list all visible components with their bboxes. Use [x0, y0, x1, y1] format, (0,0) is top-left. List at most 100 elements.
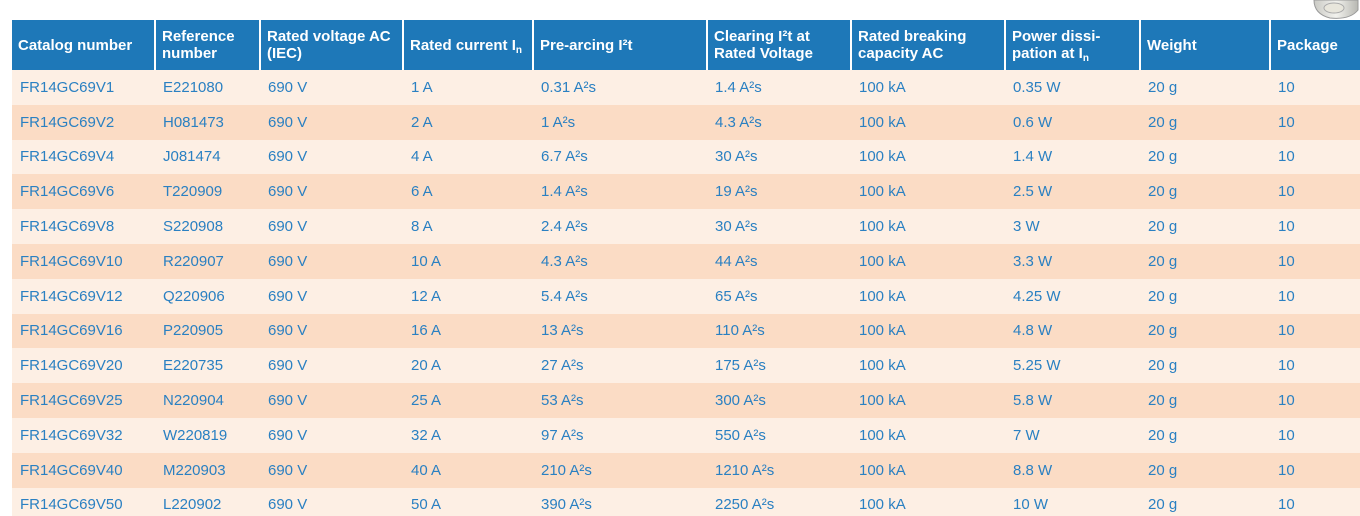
table-cell: 300 A²s — [707, 383, 851, 418]
table-cell: 0.6 W — [1005, 105, 1140, 140]
header-text: Reference number — [162, 28, 235, 62]
table-cell: 100 kA — [851, 209, 1005, 244]
table-cell: 50 A — [403, 488, 533, 516]
table-cell: 20 g — [1140, 314, 1270, 349]
table-cell: 10 W — [1005, 488, 1140, 516]
table-cell: 10 — [1270, 70, 1360, 105]
header-cell: Rated current In — [403, 20, 533, 70]
table-cell: H081473 — [155, 105, 260, 140]
table-cell: 20 g — [1140, 244, 1270, 279]
header-text: Package — [1277, 37, 1338, 54]
table-cell: 20 g — [1140, 140, 1270, 175]
table-cell: 690 V — [260, 174, 403, 209]
table-cell: 1 A²s — [533, 105, 707, 140]
table-cell: 100 kA — [851, 453, 1005, 488]
table-cell: 4.25 W — [1005, 279, 1140, 314]
table-cell: E221080 — [155, 70, 260, 105]
table-cell: 1210 A²s — [707, 453, 851, 488]
table-cell: 16 A — [403, 314, 533, 349]
header-text: Rated voltage AC (IEC) — [267, 28, 391, 62]
table-cell: 20 g — [1140, 70, 1270, 105]
table-cell: FR14GC69V6 — [12, 174, 155, 209]
table-cell: FR14GC69V16 — [12, 314, 155, 349]
table-cell: 390 A²s — [533, 488, 707, 516]
table-cell: 1.4 A²s — [707, 70, 851, 105]
table-cell: 100 kA — [851, 70, 1005, 105]
table-cell: P220905 — [155, 314, 260, 349]
table-cell: 690 V — [260, 105, 403, 140]
table-cell: 44 A²s — [707, 244, 851, 279]
table-cell: FR14GC69V10 — [12, 244, 155, 279]
table-cell: 20 g — [1140, 383, 1270, 418]
table-cell: 690 V — [260, 418, 403, 453]
table-cell: 20 g — [1140, 209, 1270, 244]
page: Catalog numberReference number Rated volt… — [0, 0, 1360, 516]
table-cell: 20 g — [1140, 488, 1270, 516]
table-cell: 8 A — [403, 209, 533, 244]
table-cell: 20 A — [403, 348, 533, 383]
table-cell: 10 A — [403, 244, 533, 279]
table-cell: 20 g — [1140, 348, 1270, 383]
table-cell: R220907 — [155, 244, 260, 279]
table-cell: 2250 A²s — [707, 488, 851, 516]
table-cell: 100 kA — [851, 140, 1005, 175]
table-cell: 10 — [1270, 140, 1360, 175]
table-cell: FR14GC69V8 — [12, 209, 155, 244]
table-cell: 690 V — [260, 279, 403, 314]
header-cell: Catalog number — [12, 20, 155, 70]
table-cell: 30 A²s — [707, 209, 851, 244]
table-cell: FR14GC69V12 — [12, 279, 155, 314]
table-cell: 10 — [1270, 174, 1360, 209]
table-body: FR14GC69V1E221080690 V1 A0.31 A²s1.4 A²s… — [12, 70, 1360, 516]
table-cell: E220735 — [155, 348, 260, 383]
table-cell: 8.8 W — [1005, 453, 1140, 488]
table-row: FR14GC69V2H081473690 V2 A1 A²s4.3 A²s100… — [12, 105, 1360, 140]
table-cell: 690 V — [260, 383, 403, 418]
table-cell: M220903 — [155, 453, 260, 488]
table-cell: 3 W — [1005, 209, 1140, 244]
table-cell: 100 kA — [851, 348, 1005, 383]
table-row: FR14GC69V32W220819690 V32 A97 A²s550 A²s… — [12, 418, 1360, 453]
table-cell: 4 A — [403, 140, 533, 175]
table-cell: 10 — [1270, 348, 1360, 383]
table-cell: 690 V — [260, 488, 403, 516]
table-cell: 210 A²s — [533, 453, 707, 488]
table-cell: 100 kA — [851, 314, 1005, 349]
table-cell: 3.3 W — [1005, 244, 1140, 279]
table-cell: 13 A²s — [533, 314, 707, 349]
table-cell: 27 A²s — [533, 348, 707, 383]
table-cell: 53 A²s — [533, 383, 707, 418]
table-cell: W220819 — [155, 418, 260, 453]
table-cell: 5.8 W — [1005, 383, 1140, 418]
header-cell: Rated breaking capacity AC — [851, 20, 1005, 70]
table-cell: 2 A — [403, 105, 533, 140]
table-cell: 4.8 W — [1005, 314, 1140, 349]
table-cell: 100 kA — [851, 418, 1005, 453]
table-cell: 100 kA — [851, 488, 1005, 516]
header-subscript: n — [516, 45, 522, 56]
table-cell: FR14GC69V4 — [12, 140, 155, 175]
table-cell: 4.3 A²s — [533, 244, 707, 279]
table-cell: 100 kA — [851, 279, 1005, 314]
table-cell: 7 W — [1005, 418, 1140, 453]
header-cell: Weight — [1140, 20, 1270, 70]
table-cell: 10 — [1270, 314, 1360, 349]
table-cell: 32 A — [403, 418, 533, 453]
table-cell: 690 V — [260, 140, 403, 175]
table-cell: S220908 — [155, 209, 260, 244]
table-cell: 550 A²s — [707, 418, 851, 453]
table-cell: T220909 — [155, 174, 260, 209]
table-cell: L220902 — [155, 488, 260, 516]
header-text: Pre-arcing I²t — [540, 37, 633, 54]
table-cell: N220904 — [155, 383, 260, 418]
table-cell: 690 V — [260, 209, 403, 244]
table-cell: 10 — [1270, 279, 1360, 314]
table-cell: 10 — [1270, 453, 1360, 488]
table-cell: 40 A — [403, 453, 533, 488]
table-cell: FR14GC69V1 — [12, 70, 155, 105]
